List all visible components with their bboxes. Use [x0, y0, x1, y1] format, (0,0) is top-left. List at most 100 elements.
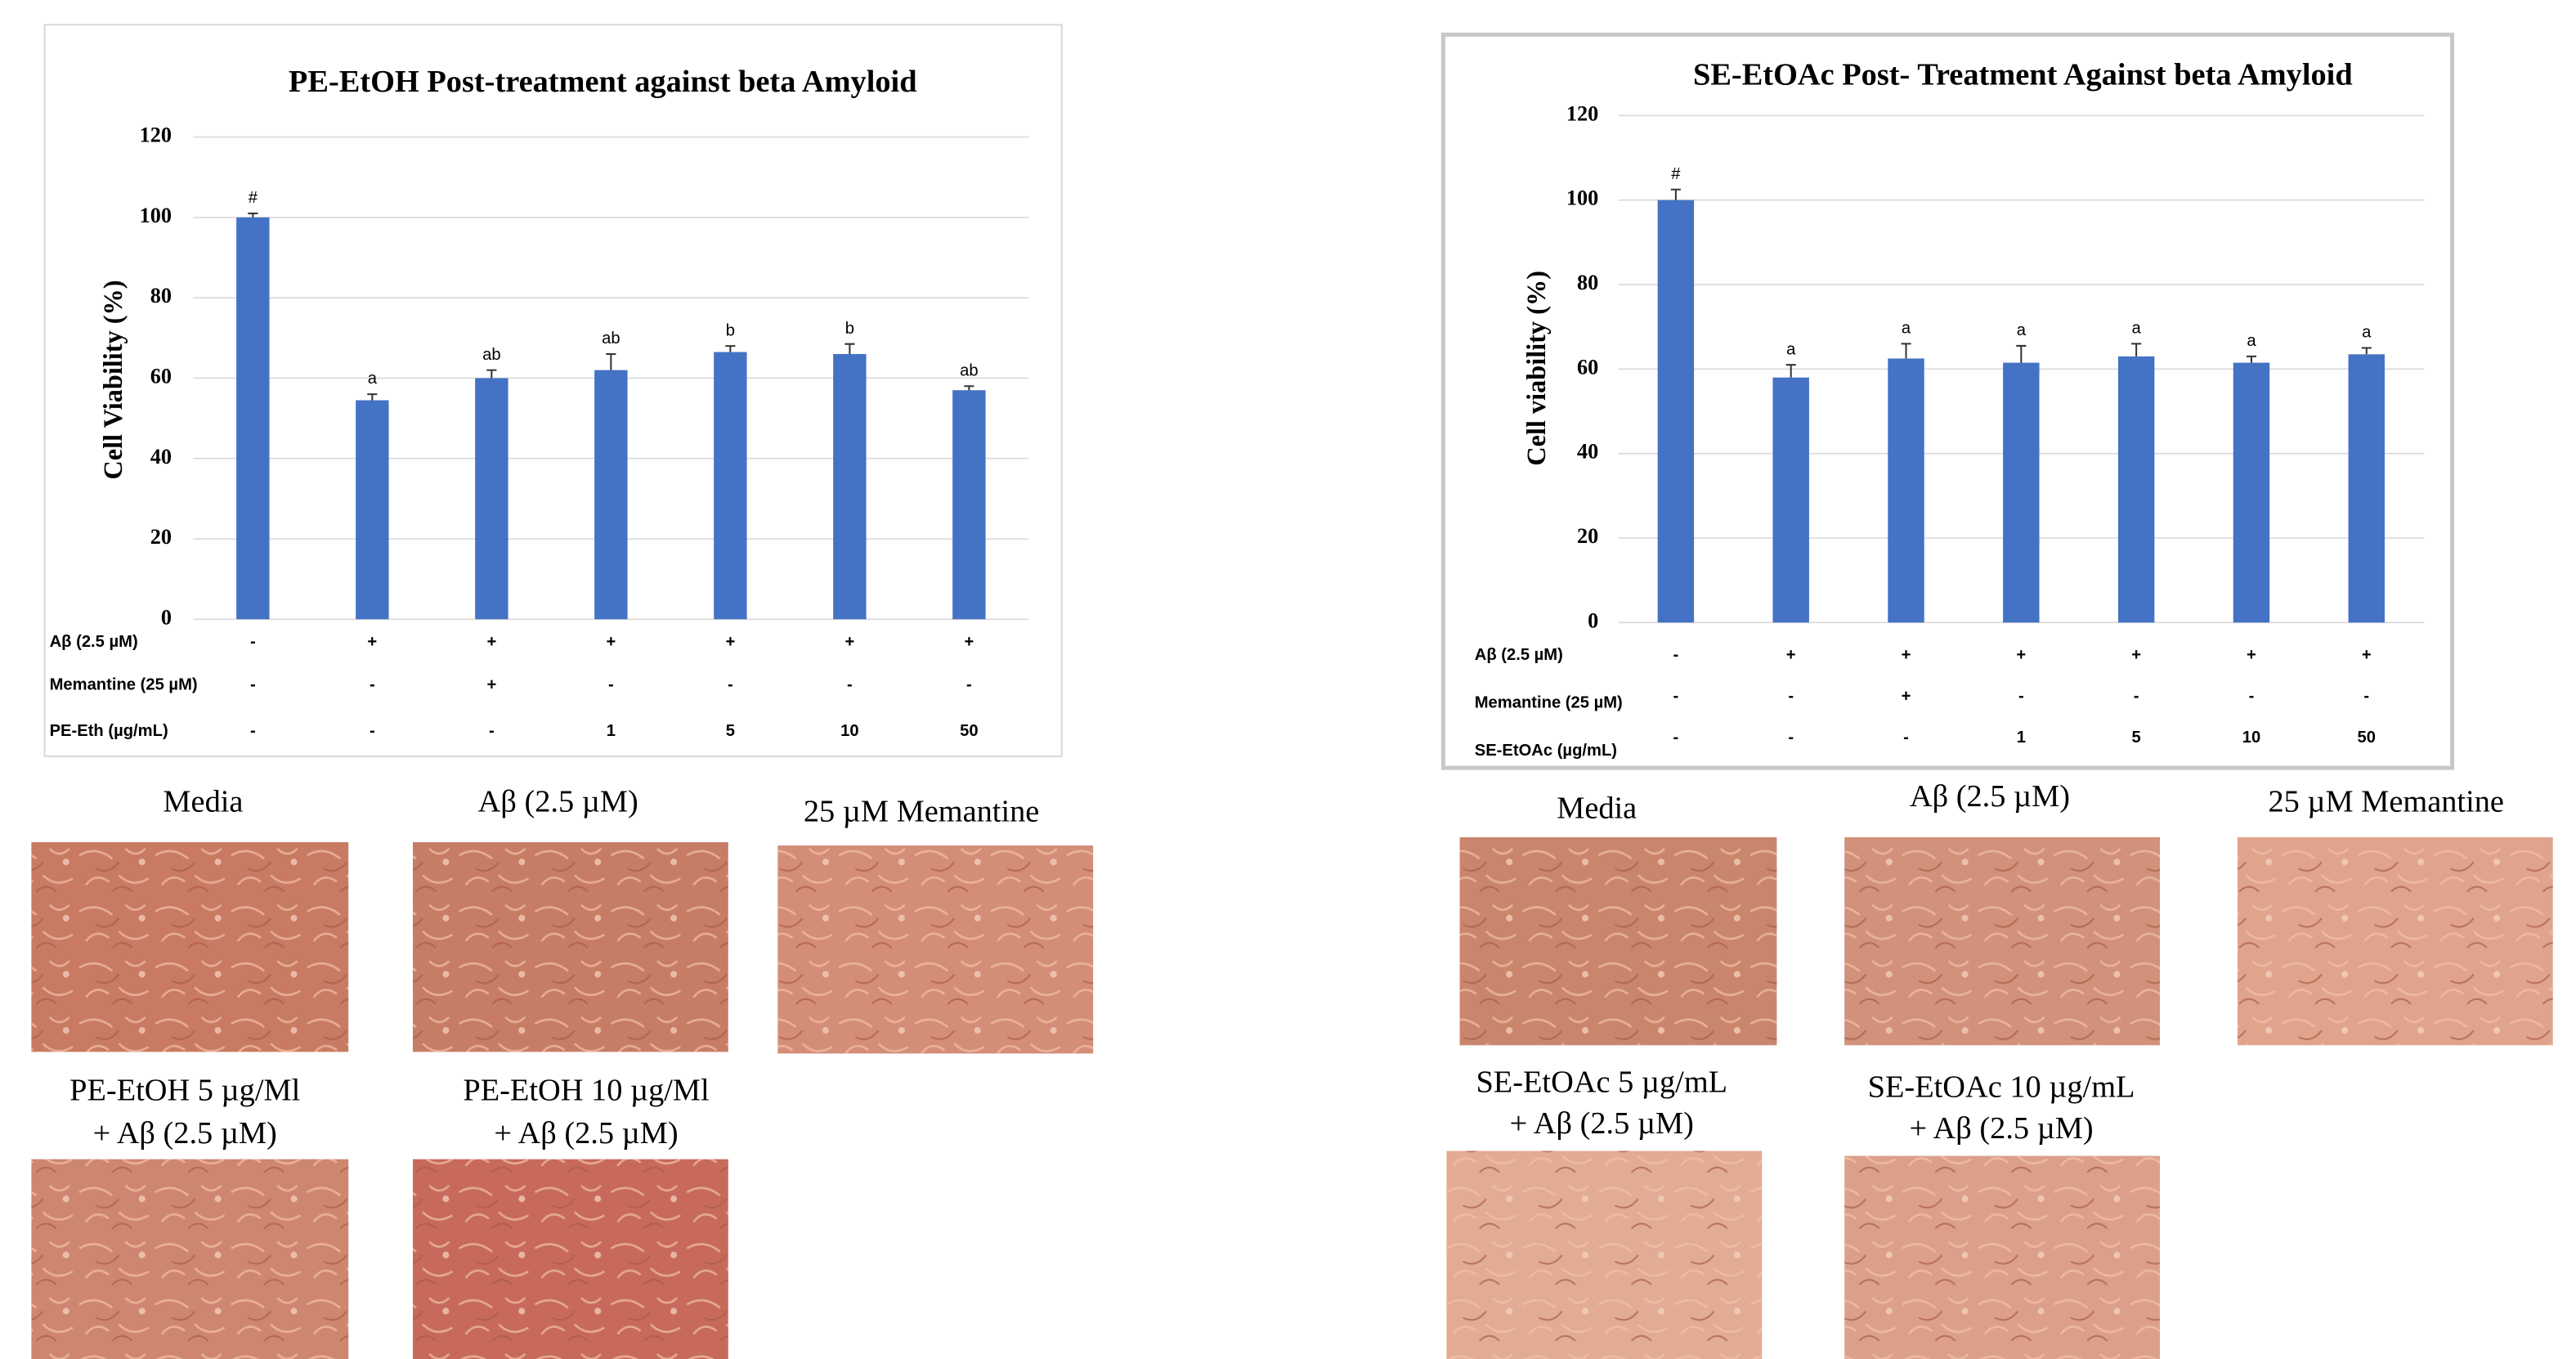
significance-label: ab	[482, 346, 500, 364]
row-value: +	[2362, 646, 2372, 664]
row-value: +	[1786, 646, 1796, 664]
micrograph-texture	[777, 845, 1093, 1053]
significance-label: #	[1671, 165, 1681, 183]
image-caption: Aβ (2.5 µM)	[1910, 779, 2070, 814]
bar	[2233, 363, 2269, 623]
micrograph-texture	[413, 1159, 728, 1359]
bar	[356, 400, 388, 619]
row-value: -	[847, 675, 853, 693]
row-value: +	[2016, 646, 2026, 664]
image-caption: SE-EtOAc 5 µg/mL	[1476, 1065, 1727, 1100]
row-value: -	[1788, 729, 1794, 747]
chart-frame	[1443, 34, 2452, 768]
micrograph-texture	[1844, 1156, 2160, 1359]
row-label: PE-Eth (µg/mL)	[50, 722, 168, 740]
micrograph-texture	[2238, 837, 2553, 1045]
significance-label: #	[249, 189, 258, 207]
bar	[594, 370, 627, 620]
y-tick-label: 60	[150, 364, 172, 388]
y-axis-label: Cell viability (%)	[1521, 271, 1551, 466]
row-value: -	[370, 675, 375, 693]
y-tick-label: 80	[150, 284, 172, 307]
image-caption: PE-EtOH 10 µg/Ml	[463, 1074, 709, 1108]
micrograph-texture	[1446, 1151, 1762, 1359]
row-value: -	[250, 633, 256, 651]
y-tick-label: 80	[1577, 271, 1598, 294]
micrograph-texture	[31, 1159, 348, 1359]
row-value: -	[2363, 688, 2369, 706]
row-value: -	[250, 675, 256, 693]
image-caption: + Aβ (2.5 µM)	[1510, 1106, 1694, 1141]
row-value: +	[367, 633, 377, 651]
image-caption: SE-EtOAc 10 µg/mL	[1868, 1070, 2135, 1105]
y-tick-label: 60	[1577, 355, 1598, 379]
row-value: +	[1902, 646, 1911, 664]
bar	[2003, 363, 2039, 623]
significance-label: a	[2362, 324, 2372, 342]
bar	[1658, 200, 1694, 623]
row-value: -	[1903, 729, 1909, 747]
significance-label: a	[368, 370, 378, 388]
bar	[714, 352, 746, 620]
row-value: 10	[2242, 729, 2260, 747]
row-value: 5	[2132, 729, 2141, 747]
image-caption: 25 µM Memantine	[2268, 784, 2503, 819]
row-value: 1	[607, 722, 616, 740]
y-axis-label: Cell Viability (%)	[98, 280, 128, 479]
bar	[2118, 357, 2154, 622]
y-tick-label: 20	[1577, 524, 1598, 548]
row-value: -	[1673, 646, 1679, 664]
row-value: -	[250, 722, 256, 740]
significance-label: a	[2132, 320, 2142, 338]
bar	[952, 390, 985, 619]
bar	[1888, 358, 1924, 622]
row-value: +	[844, 633, 854, 651]
y-tick-label: 40	[1577, 440, 1598, 464]
image-caption: Aβ (2.5 µM)	[478, 784, 638, 819]
page: PE-EtOH Post-treatment against beta Amyl…	[0, 0, 2576, 1359]
row-value: -	[608, 675, 614, 693]
row-value: 5	[726, 722, 735, 740]
bar	[833, 354, 866, 619]
row-value: 1	[2017, 729, 2026, 747]
y-tick-label: 100	[1566, 186, 1598, 210]
image-caption: Media	[1557, 791, 1637, 825]
micrograph-texture	[1460, 837, 1777, 1045]
significance-label: a	[1786, 340, 1796, 358]
row-value: -	[2249, 688, 2255, 706]
row-label: Aβ (2.5 µM)	[50, 633, 138, 651]
y-tick-label: 0	[161, 605, 172, 629]
y-tick-label: 40	[150, 445, 172, 469]
y-tick-label: 120	[1566, 101, 1598, 125]
image-caption: 25 µM Memantine	[804, 794, 1039, 828]
row-value: +	[725, 633, 735, 651]
row-value: +	[2131, 646, 2141, 664]
micrograph-texture	[31, 842, 348, 1052]
row-label: SE-EtOAc (µg/mL)	[1475, 742, 1617, 760]
y-tick-label: 120	[140, 123, 172, 147]
bar	[2349, 354, 2385, 622]
row-value: +	[486, 675, 496, 693]
significance-label: a	[2247, 332, 2256, 350]
bar	[1772, 378, 1808, 623]
significance-label: b	[726, 321, 735, 339]
image-caption: PE-EtOH 5 µg/Ml	[69, 1074, 300, 1108]
micrograph-texture	[1844, 837, 2160, 1045]
chart-title: PE-EtOH Post-treatment against beta Amyl…	[289, 65, 917, 99]
micrograph-texture	[413, 842, 728, 1052]
row-value: +	[606, 633, 616, 651]
y-tick-label: 0	[1588, 608, 1598, 632]
row-value: 10	[840, 722, 858, 740]
chart-title: SE-EtOAc Post- Treatment Against beta Am…	[1693, 58, 2353, 92]
row-value: +	[964, 633, 974, 651]
figure: PE-EtOH Post-treatment against beta Amyl…	[0, 0, 2576, 1359]
significance-label: ab	[960, 361, 978, 379]
image-caption: + Aβ (2.5 µM)	[1909, 1111, 2093, 1146]
row-value: -	[1788, 688, 1794, 706]
significance-label: a	[1902, 320, 1911, 338]
bar	[475, 378, 508, 619]
y-tick-label: 100	[140, 204, 172, 227]
row-value: 50	[960, 722, 978, 740]
row-value: -	[728, 675, 733, 693]
row-value: -	[2134, 688, 2139, 706]
